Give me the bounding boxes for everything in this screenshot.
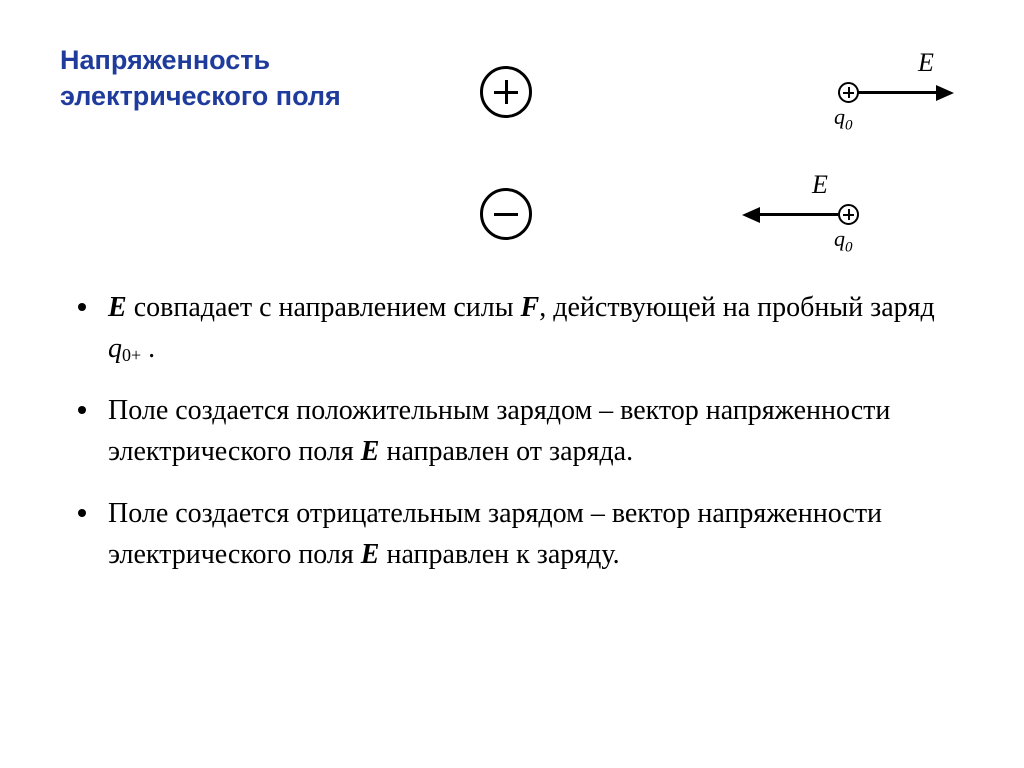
e-vector-arrow (758, 213, 838, 216)
bullet-icon (78, 509, 86, 517)
text-segment: направлен от заряда. (379, 436, 633, 467)
text-segment: . (141, 333, 155, 364)
bullet-text: Поле создается положительным зарядом – в… (108, 391, 964, 472)
bullet-icon (78, 303, 86, 311)
e-vector-arrow (858, 91, 938, 94)
e-vector-label: E (812, 170, 828, 200)
symbol-e: Е (108, 292, 127, 323)
subscript: 0+ (122, 345, 141, 365)
bullet-icon (78, 406, 86, 414)
q-subscript: 0 (845, 117, 853, 133)
field-diagram: E q0 E q0 (380, 24, 980, 254)
slide: Напряженность электрического поля E q0 E (0, 0, 1024, 768)
list-item: Е совпадает с направлением силы F, дейст… (60, 288, 964, 369)
negative-charge-icon (480, 188, 532, 240)
slide-title: Напряженность электрического поля (60, 42, 390, 115)
test-charge-label: q0 (834, 104, 853, 134)
q-symbol: q (834, 226, 845, 251)
text-segment: , действующей на пробный заряд (539, 292, 935, 323)
bullet-list: Е совпадает с направлением силы F, дейст… (60, 288, 964, 598)
q-subscript: 0 (845, 239, 853, 255)
text-segment: совпадает с направлением силы (127, 292, 521, 323)
test-charge-icon (838, 204, 859, 225)
list-item: Поле создается положительным зарядом – в… (60, 391, 964, 472)
bullet-text: Е совпадает с направлением силы F, дейст… (108, 288, 964, 369)
text-segment: направлен к заряду. (379, 539, 619, 570)
symbol-f: F (521, 292, 540, 323)
positive-charge-icon (480, 66, 532, 118)
title-block: Напряженность электрического поля (60, 42, 390, 115)
test-charge-label: q0 (834, 226, 853, 256)
symbol-q: q (108, 333, 122, 364)
bullet-text: Поле создается отрицательным зарядом – в… (108, 494, 964, 575)
test-charge-icon (838, 82, 859, 103)
q-symbol: q (834, 104, 845, 129)
arrow-head-icon (936, 85, 954, 101)
e-vector-label: E (918, 48, 934, 78)
list-item: Поле создается отрицательным зарядом – в… (60, 494, 964, 575)
arrow-head-icon (742, 207, 760, 223)
symbol-e: Е (361, 539, 380, 570)
symbol-e: Е (361, 436, 380, 467)
